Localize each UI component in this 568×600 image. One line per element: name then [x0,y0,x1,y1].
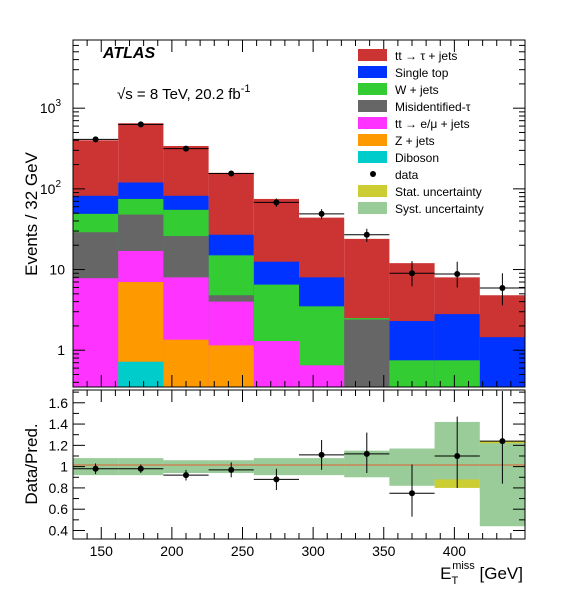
data-point-3 [228,170,235,177]
ratio-y-tick-label: 1.6 [49,395,69,411]
ratio-point-9 [499,438,506,445]
ratio-point-5 [318,451,325,458]
bar-diboson-bin-1 [118,361,164,387]
legend-label-9: Syst. uncertainty [395,202,484,216]
ratio-point-0 [92,465,99,472]
data-point-6 [363,231,370,238]
ratio-point-8 [454,452,461,459]
ratio-point-4 [273,476,280,483]
legend-swatch-9 [358,202,387,214]
ratio-y-ticks: 0.4 0.6 0.8 1 1.2 1.4 1.6 [49,391,525,538]
legend-label-4: tt → e/μ + jets [395,117,470,131]
bar-tt-e-jets-bin-5 [299,365,345,387]
legend-swatch-3 [358,100,387,112]
legend-label-0: tt → τ + jets [395,49,457,63]
bar-tt-e-jets-bin-0 [73,278,119,387]
legend-marker-data [370,171,376,177]
x-tick-label: 200 [160,543,184,559]
syst-band-bin-2 [163,460,209,474]
legend-swatch-4 [358,117,387,129]
legend-swatch-1 [358,66,387,78]
bar-z-jets-bin-3 [208,345,254,387]
x-tick-label: 150 [90,543,114,559]
x-tick-label: 250 [231,543,255,559]
x-axis-label: ETmiss [GeV] [440,560,523,587]
x-tick-label: 300 [301,543,325,559]
x-tick-label: 400 [443,543,467,559]
data-point-0 [92,136,99,143]
data-point-5 [318,210,325,217]
bar-tt-e-jets-bin-4 [253,341,299,387]
ratio-y-tick-label: 1.2 [49,437,69,453]
legend: tt → τ + jets Single top W + jets Misidenti… [358,49,484,216]
legend-label-8: Stat. uncertainty [395,185,482,199]
ratio-point-2 [183,472,189,479]
ratio-x-ticks: 150 200 250 300 350 400 [72,390,526,559]
bar-misidentified-bin-6 [344,319,390,387]
ratio-y-tick-label: 1 [60,459,68,475]
legend-swatch-2 [358,83,387,95]
y-tick-label: 103 [40,98,62,116]
legend-label-2: W + jets [395,83,439,97]
x-tick-label: 350 [372,543,396,559]
bar-w-jets-bin-8 [434,360,480,387]
legend-label-1: Single top [395,66,449,80]
ratio-points [73,391,525,517]
bar-z-jets-bin-2 [163,339,209,387]
ratio-y-tick-label: 1.4 [49,416,69,432]
y-axis-label: Events / 32 GeV [22,151,41,275]
legend-swatch-6 [358,151,387,163]
data-point-9 [499,285,506,292]
legend-swatch-0 [358,49,387,61]
ratio-point-6 [363,450,370,457]
data-point-8 [454,271,461,278]
y-tick-label: 10 [49,262,65,278]
ratio-point-1 [137,465,144,472]
ratio-y-tick-label: 0.8 [49,480,69,496]
ratio-y-axis-label: Data/Pred. [22,423,41,504]
data-point-2 [183,145,189,152]
legend-label-3: Misidentified-τ [395,100,471,114]
y-tick-label: 1 [57,342,65,358]
ratio-point-7 [409,490,415,497]
legend-label-6: Diboson [395,151,439,165]
y-tick-label: 102 [40,179,62,197]
data-point-7 [409,270,415,277]
ratio-y-tick-label: 0.4 [49,522,69,538]
main-stack [73,123,525,387]
energy-label: √s = 8 TeV, 20.2 fb-1 [117,83,251,103]
legend-swatch-5 [358,134,387,146]
data-point-1 [137,121,144,128]
legend-swatch-8 [358,185,387,197]
main-y-ticks: 1 10 102 103 [40,39,525,383]
legend-label-7: data [395,168,419,182]
ratio-point-3 [228,466,235,473]
legend-label-5: Z + jets [395,134,435,148]
syst-band-bin-4 [253,458,299,476]
main-data-points [73,121,525,306]
data-point-4 [273,199,280,206]
main-x-ticks [72,40,526,387]
bar-single-top-bin-9 [479,337,525,387]
experiment-label: ATLAS [102,45,155,62]
ratio-y-tick-label: 0.6 [49,501,69,517]
